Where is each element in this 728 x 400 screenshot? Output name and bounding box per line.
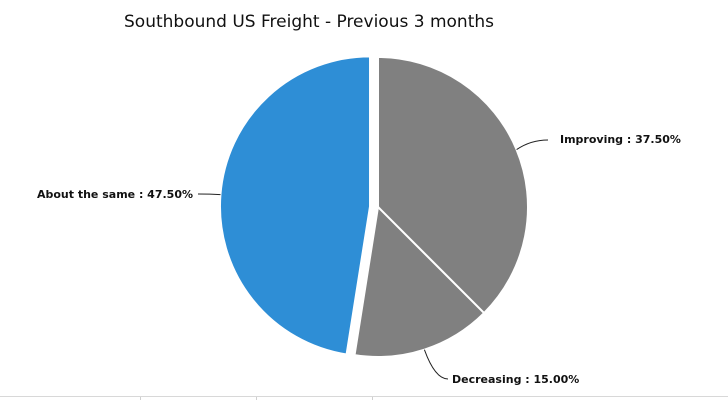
bottom-divider-tick [372,397,373,400]
data-label-about-the-same: About the same : 47.50% [37,188,193,201]
pie-slice-about-the-same [218,55,372,356]
bottom-divider-tick [140,397,141,400]
leader-line-improving [516,139,549,151]
pie-slice-improving [377,56,529,315]
data-label-improving: Improving : 37.50% [560,133,681,146]
bottom-divider-tick [256,397,257,400]
data-label-decreasing: Decreasing : 15.00% [452,373,579,386]
pie-slice-decreasing [353,206,486,358]
bottom-divider [0,396,728,397]
leader-line-about-the-same [197,193,221,196]
leader-line-decreasing [423,349,449,380]
chart-title: Southbound US Freight - Previous 3 month… [124,12,494,32]
